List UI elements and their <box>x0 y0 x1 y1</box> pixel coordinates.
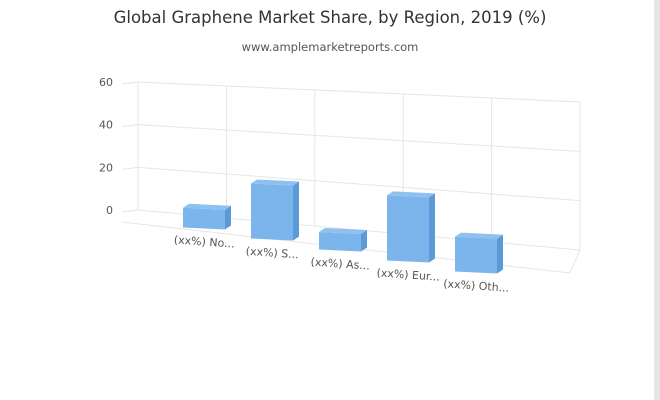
label-layer: (xx%) No... (xx%) S... (xx%) As... (xx%) Eu… <box>173 233 509 294</box>
bar-layer <box>183 179 503 274</box>
x-tick-label: (xx%) Eur... <box>376 266 440 283</box>
bar-top <box>387 191 435 198</box>
bar <box>319 231 361 252</box>
floor-right-edge <box>569 249 581 274</box>
gridline-y <box>137 166 581 202</box>
gridline-y-left <box>121 166 139 170</box>
x-tick-label: (xx%) As... <box>310 255 370 272</box>
axis-layer: 0 20 40 60 <box>99 76 113 217</box>
y-tick-label: 60 <box>99 76 113 89</box>
gridline-y <box>137 124 581 152</box>
gridline-y-left <box>121 209 139 213</box>
chart-subtitle: www.amplemarketreports.com <box>241 40 419 54</box>
bar <box>455 236 497 274</box>
bar <box>183 207 225 230</box>
y-tick-label: 0 <box>106 204 113 217</box>
chart-title: Global Graphene Market Share, by Region,… <box>113 8 547 27</box>
gridline-y-left <box>121 81 139 85</box>
bar-top <box>319 227 367 234</box>
gridline-y-left <box>121 124 139 128</box>
y-tick-label: 40 <box>99 119 113 132</box>
y-tick-label: 20 <box>99 161 113 174</box>
bar-top <box>183 203 231 210</box>
bar-side <box>497 234 503 274</box>
bar-side <box>225 205 231 230</box>
bar <box>251 183 293 241</box>
bar-side <box>293 181 299 241</box>
bar-side <box>361 229 367 252</box>
x-tick-label: (xx%) S... <box>245 245 299 262</box>
x-tick-label: (xx%) No... <box>173 233 235 250</box>
bar-top <box>455 232 503 239</box>
bar-top <box>251 179 299 186</box>
bar <box>387 195 429 263</box>
scrollbar-edge <box>654 0 660 400</box>
x-tick-label: (xx%) Oth... <box>443 277 510 295</box>
gridline-y <box>137 81 581 103</box>
bar-side <box>429 193 435 263</box>
